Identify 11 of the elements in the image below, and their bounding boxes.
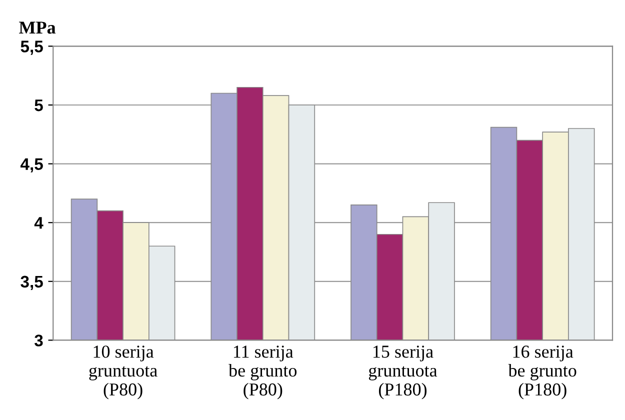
y-tick-label: 3,5 bbox=[20, 276, 43, 290]
y-tick-label: 5,5 bbox=[20, 40, 43, 55]
y-tick-label: 5 bbox=[34, 100, 43, 112]
y-tick-label: 4,5 bbox=[20, 158, 43, 172]
y-axis-title: MPa bbox=[19, 22, 56, 34]
x-tick-label: 10 serija gruntuota (P80) bbox=[89, 346, 158, 400]
x-tick-label: 15 serija gruntuota (P180) bbox=[368, 346, 438, 400]
y-tick-label: 3 bbox=[34, 334, 43, 346]
x-tick-label: 11 serija be grunto (P80) bbox=[228, 346, 297, 400]
x-tick-label: 16 serija be grunto (P180) bbox=[508, 346, 576, 400]
y-tick-label: 4 bbox=[34, 217, 44, 229]
